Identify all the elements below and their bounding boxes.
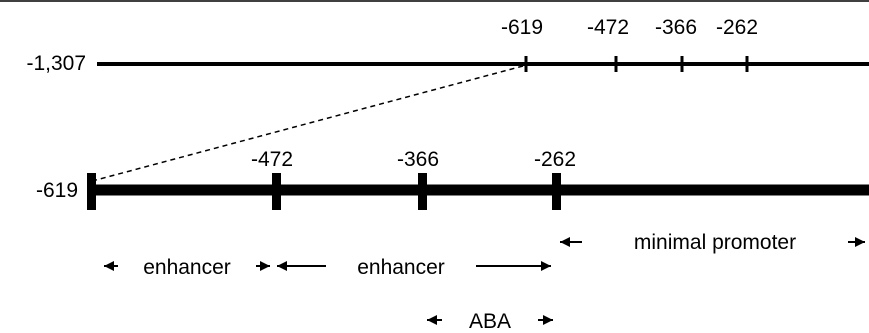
- lower-tick-366: [418, 173, 427, 210]
- lower-tick-label-262: -262: [533, 148, 577, 171]
- upper-tick-label-619: -619: [500, 16, 544, 39]
- upper-tick-label-472: -472: [586, 16, 630, 39]
- lower-start-label: -619: [35, 179, 78, 202]
- upper-tick-label-262: -262: [715, 16, 759, 39]
- lower-tick-472: [272, 173, 281, 210]
- lower-start-cap: [87, 173, 96, 210]
- lower-tick-label-472: -472: [250, 148, 294, 171]
- lower-tick-262: [552, 173, 561, 210]
- upper-start-label: -1,307: [26, 52, 86, 75]
- lower-tick-label-366: -366: [396, 148, 440, 171]
- zoom-dashed-line: [95, 65, 524, 181]
- minimal-promoter-label: minimal promoter: [633, 231, 797, 254]
- enhancer-1-label: enhancer: [143, 256, 231, 279]
- upper-tick-label-366: -366: [654, 16, 698, 39]
- enhancer-2-label: enhancer: [357, 256, 445, 279]
- aba-label: ABA: [468, 310, 512, 333]
